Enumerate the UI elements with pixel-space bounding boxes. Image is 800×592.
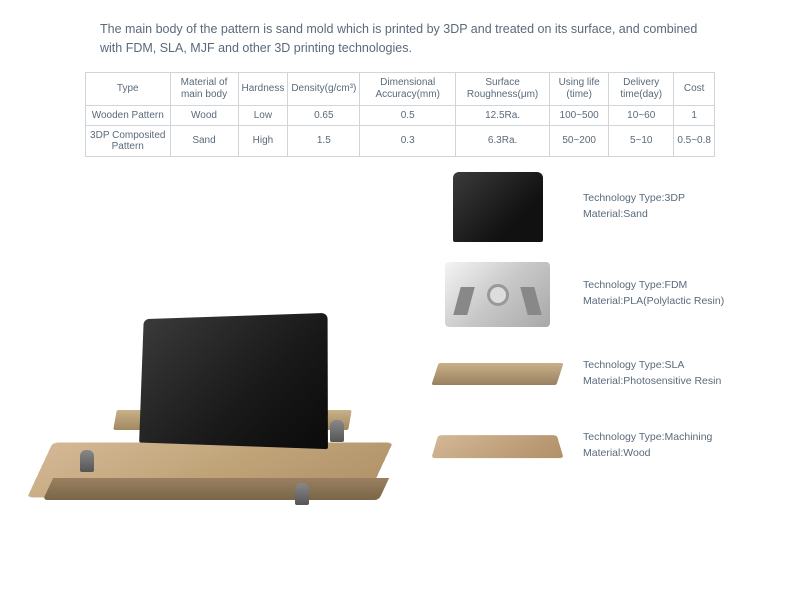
tech-type: Technology Type:FDM [583,279,687,291]
th-cost: Cost [674,72,715,105]
tech-type: Technology Type:SLA [583,359,684,371]
peg-shape [80,450,94,472]
th-type: Type [86,72,171,105]
component-3dp: Technology Type:3DP Material:Sand [430,170,760,245]
th-density: Density(g/cm³) [288,72,360,105]
cell: 0.5~0.8 [674,125,715,156]
peg-shape [295,483,309,505]
component-sla-label: Technology Type:SLA Material:Photosensit… [583,358,721,390]
tech-type: Technology Type:Machining [583,431,712,443]
cell: Low [238,105,288,125]
comparison-table: Type Material of main body Hardness Dens… [85,72,715,157]
component-machining-label: Technology Type:Machining Material:Wood [583,430,712,462]
cell: 100~500 [550,105,609,125]
material: Material:Photosensitive Resin [583,375,721,387]
component-fdm-render [430,257,565,332]
cell: 10~60 [609,105,674,125]
table-header-row: Type Material of main body Hardness Dens… [86,72,715,105]
base-plate-edge [43,478,389,500]
component-machining: Technology Type:Machining Material:Wood [430,416,760,476]
cell: 6.3Ra. [456,125,550,156]
cell: 5~10 [609,125,674,156]
component-sla: Technology Type:SLA Material:Photosensit… [430,344,760,404]
component-fdm: Technology Type:FDM Material:PLA(Polylac… [430,257,760,332]
cell: 1.5 [288,125,360,156]
th-roughness: Surface Roughness(μm) [456,72,550,105]
cell: 1 [674,105,715,125]
description-text: The main body of the pattern is sand mol… [30,20,770,58]
table-row: 3DP Composited Pattern Sand High 1.5 0.3… [86,125,715,156]
diagram-area: Technology Type:3DP Material:Sand Techno… [30,175,770,575]
th-material: Material of main body [170,72,238,105]
cell: 3DP Composited Pattern [86,125,171,156]
mold-body-shape [139,312,328,448]
cell: Wooden Pattern [86,105,171,125]
component-machining-render [430,416,565,476]
cell: 50~200 [550,125,609,156]
table-row: Wooden Pattern Wood Low 0.65 0.5 12.5Ra.… [86,105,715,125]
th-accuracy: Dimensional Accuracy(mm) [360,72,456,105]
cell: 0.5 [360,105,456,125]
component-3dp-label: Technology Type:3DP Material:Sand [583,191,685,223]
peg-shape [330,420,344,442]
component-3dp-render [430,170,565,245]
component-fdm-label: Technology Type:FDM Material:PLA(Polylac… [583,278,724,310]
component-sla-render [430,344,565,404]
material: Material:PLA(Polylactic Resin) [583,295,724,307]
th-life: Using life (time) [550,72,609,105]
tech-type: Technology Type:3DP [583,192,685,204]
cell: High [238,125,288,156]
cell: Wood [170,105,238,125]
th-hardness: Hardness [238,72,288,105]
assembled-pattern-render [10,255,420,545]
material: Material:Wood [583,447,651,459]
component-list: Technology Type:3DP Material:Sand Techno… [430,170,760,488]
cell: 12.5Ra. [456,105,550,125]
th-delivery: Delivery time(day) [609,72,674,105]
cell: 0.3 [360,125,456,156]
cell: Sand [170,125,238,156]
cell: 0.65 [288,105,360,125]
material: Material:Sand [583,208,648,220]
